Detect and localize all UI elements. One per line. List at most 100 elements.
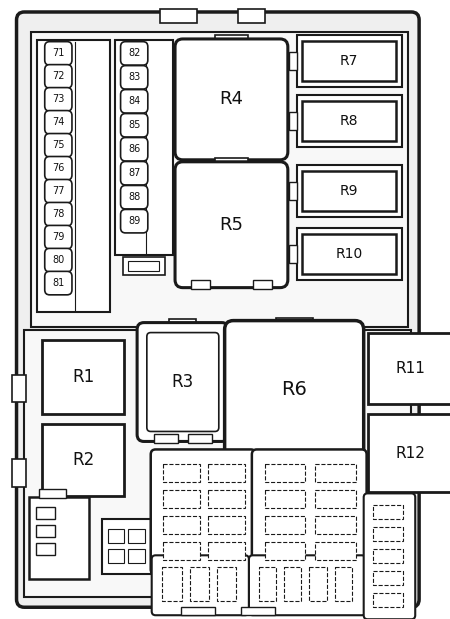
FancyBboxPatch shape <box>121 66 148 89</box>
Text: 84: 84 <box>128 96 140 106</box>
Bar <box>208 542 245 560</box>
Bar <box>161 9 198 23</box>
Bar <box>297 95 401 147</box>
Bar <box>374 527 403 542</box>
FancyBboxPatch shape <box>45 248 72 272</box>
Bar <box>128 261 159 271</box>
Text: R2: R2 <box>72 451 94 469</box>
Bar <box>238 9 266 23</box>
Bar <box>153 435 178 443</box>
Text: 78: 78 <box>52 209 64 219</box>
Bar <box>163 542 200 560</box>
FancyBboxPatch shape <box>225 321 364 459</box>
Bar <box>36 543 55 555</box>
Bar <box>265 542 306 560</box>
FancyBboxPatch shape <box>121 186 148 209</box>
Bar <box>315 542 356 560</box>
Bar <box>328 569 347 578</box>
Bar <box>259 567 276 601</box>
Bar <box>208 490 245 508</box>
Text: 86: 86 <box>128 144 140 154</box>
Text: R1: R1 <box>72 368 94 386</box>
Bar <box>115 40 173 254</box>
Bar <box>241 607 275 615</box>
Bar <box>12 374 26 402</box>
Bar <box>12 459 26 487</box>
Text: R11: R11 <box>396 361 425 376</box>
Text: R4: R4 <box>220 90 243 108</box>
Bar <box>289 245 297 262</box>
Text: 89: 89 <box>128 216 140 226</box>
Bar <box>163 516 200 534</box>
FancyBboxPatch shape <box>45 180 72 203</box>
Bar <box>189 567 209 601</box>
Text: 88: 88 <box>128 192 140 202</box>
Bar <box>289 182 297 200</box>
FancyBboxPatch shape <box>17 12 419 607</box>
Text: 82: 82 <box>128 48 140 58</box>
Bar <box>258 597 295 605</box>
Bar <box>265 464 306 482</box>
FancyBboxPatch shape <box>45 64 72 88</box>
Bar <box>36 508 55 519</box>
Bar <box>42 340 125 415</box>
Text: 73: 73 <box>52 94 64 104</box>
Bar <box>315 464 356 482</box>
Bar <box>181 607 215 615</box>
Text: 72: 72 <box>52 71 65 81</box>
Bar <box>289 52 297 70</box>
Bar <box>24 329 411 597</box>
Bar <box>180 597 217 605</box>
FancyBboxPatch shape <box>175 162 288 288</box>
Bar <box>284 567 302 601</box>
Bar <box>36 526 55 537</box>
FancyBboxPatch shape <box>151 449 256 574</box>
Bar <box>400 459 414 487</box>
Bar <box>42 425 125 496</box>
Text: R12: R12 <box>396 446 425 461</box>
Text: 81: 81 <box>52 278 64 288</box>
Bar <box>188 435 212 443</box>
Text: 79: 79 <box>52 232 64 241</box>
Bar <box>271 569 291 578</box>
FancyBboxPatch shape <box>45 225 72 249</box>
Bar <box>215 35 248 47</box>
Bar <box>265 516 306 534</box>
Bar <box>162 567 182 601</box>
Bar <box>253 280 272 288</box>
Text: 85: 85 <box>128 120 140 130</box>
Bar <box>122 257 165 275</box>
Bar <box>108 529 125 543</box>
Text: R5: R5 <box>220 215 243 234</box>
Bar <box>374 505 403 519</box>
Bar <box>169 319 197 329</box>
Bar <box>368 415 450 492</box>
FancyBboxPatch shape <box>45 271 72 295</box>
Bar <box>108 549 125 563</box>
Text: R6: R6 <box>281 380 307 399</box>
FancyBboxPatch shape <box>45 202 72 226</box>
Bar <box>276 318 313 329</box>
Bar <box>400 374 414 402</box>
Text: 77: 77 <box>52 186 65 196</box>
Bar <box>368 332 450 404</box>
Bar <box>297 35 401 87</box>
Bar <box>163 464 200 482</box>
Text: R7: R7 <box>340 54 358 68</box>
FancyBboxPatch shape <box>45 88 72 111</box>
Bar <box>297 228 401 280</box>
Bar <box>31 32 409 327</box>
Bar <box>208 464 245 482</box>
Bar <box>374 571 403 586</box>
FancyBboxPatch shape <box>121 209 148 233</box>
FancyBboxPatch shape <box>45 134 72 157</box>
Text: 80: 80 <box>52 254 64 265</box>
Bar <box>265 490 306 508</box>
Bar <box>334 567 352 601</box>
FancyBboxPatch shape <box>121 90 148 113</box>
Bar <box>215 158 248 170</box>
Bar <box>39 490 66 498</box>
Bar <box>191 280 210 288</box>
Bar <box>302 101 396 141</box>
Text: 87: 87 <box>128 168 140 178</box>
